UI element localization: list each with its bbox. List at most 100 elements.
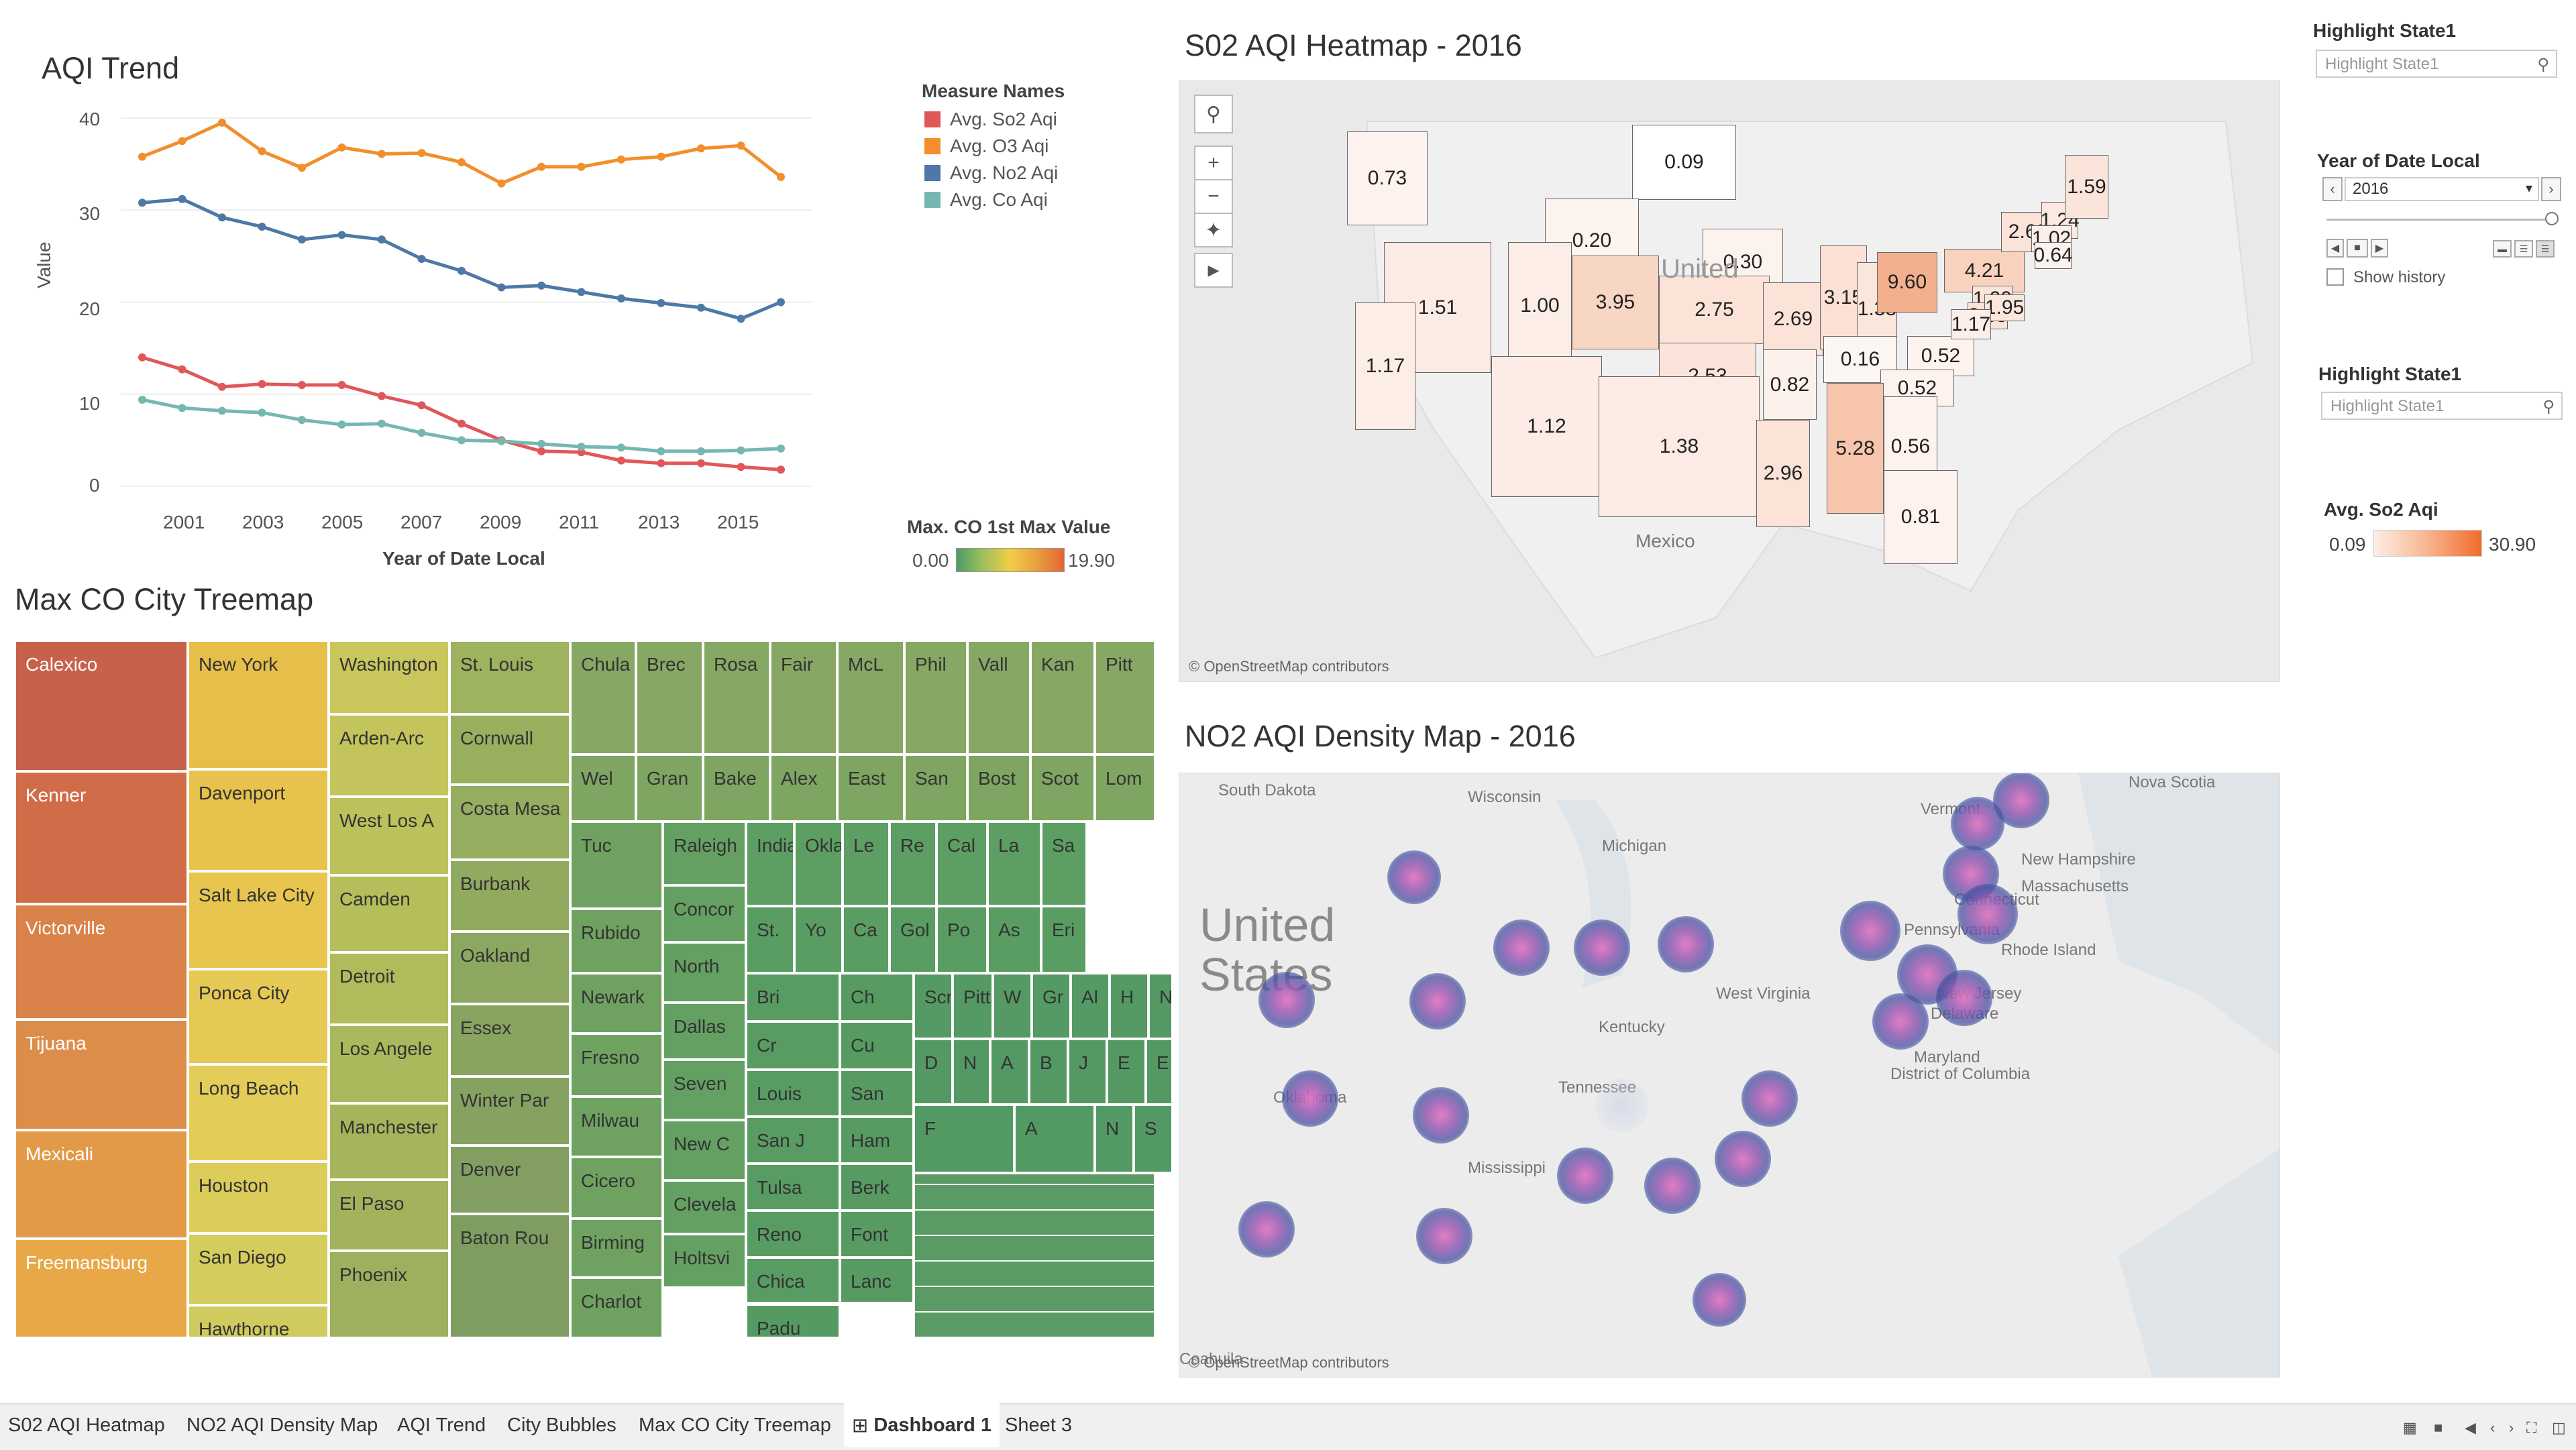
state-region[interactable]: 2.75	[1659, 276, 1770, 344]
treemap-cell[interactable]: H	[1110, 973, 1148, 1039]
treemap-cell[interactable]: Po	[936, 906, 987, 973]
treemap-cell[interactable]: Pitts	[953, 973, 993, 1039]
legend-item-no2[interactable]: Avg. No2 Aqi	[924, 162, 1058, 184]
tab-so2-aqi-heatmap[interactable]: S02 AQI Heatmap	[8, 1414, 165, 1436]
data-point[interactable]	[458, 436, 466, 445]
treemap-cell[interactable]: A	[1014, 1105, 1095, 1173]
no2-density-blob[interactable]	[1951, 797, 2004, 850]
treemap-cell[interactable]: W	[993, 973, 1032, 1039]
treemap-cell[interactable]: E	[1107, 1039, 1146, 1105]
data-point[interactable]	[577, 162, 586, 171]
treemap-cell[interactable]: Manchester	[329, 1103, 449, 1180]
data-point[interactable]	[178, 194, 186, 203]
data-point[interactable]	[617, 294, 625, 303]
data-point[interactable]	[777, 465, 785, 474]
data-point[interactable]	[178, 404, 186, 412]
data-point[interactable]	[737, 315, 745, 323]
treemap-cell[interactable]: Gr	[1032, 973, 1071, 1039]
data-point[interactable]	[697, 459, 705, 467]
treemap-cell[interactable]: Bake	[703, 755, 770, 822]
data-point[interactable]	[577, 288, 586, 296]
data-point[interactable]	[697, 144, 705, 153]
treemap-cell[interactable]: Birming	[570, 1219, 663, 1278]
no2-density-blob[interactable]	[1644, 1158, 1701, 1214]
data-point[interactable]	[657, 152, 665, 161]
treemap-cell[interactable]: San Diego	[188, 1233, 329, 1305]
state-region[interactable]: 1.17	[1355, 302, 1415, 430]
state-region[interactable]: 0.09	[1632, 125, 1736, 200]
state-region[interactable]: 4.21	[1944, 249, 2025, 292]
treemap-cell[interactable]: San	[840, 1070, 914, 1117]
data-point[interactable]	[138, 395, 146, 404]
treemap-cell[interactable]: San	[904, 755, 967, 822]
treemap-cell[interactable]: Detroit	[329, 952, 449, 1025]
data-point[interactable]	[378, 235, 386, 244]
state-region[interactable]: 3.95	[1572, 256, 1659, 349]
no2-density-blob[interactable]	[1715, 1131, 1771, 1187]
show-history-checkbox[interactable]	[2326, 268, 2344, 286]
treemap-cell[interactable]: Phil	[904, 640, 967, 755]
data-point[interactable]	[537, 281, 545, 290]
tab-aqi-trend[interactable]: AQI Trend	[397, 1414, 486, 1436]
treemap-cell[interactable]: Vall	[967, 640, 1030, 755]
data-point[interactable]	[298, 416, 306, 425]
no2-density-blob[interactable]	[1409, 973, 1466, 1029]
no2-density-blob[interactable]	[1957, 884, 2018, 944]
search-map-button[interactable]: ⚲	[1194, 95, 1233, 133]
year-next-button[interactable]: ›	[2541, 177, 2561, 201]
series-line[interactable]	[142, 121, 782, 186]
treemap-cell[interactable]: East	[837, 755, 904, 822]
treemap-cell[interactable]: Gol	[890, 906, 936, 973]
treemap-cell[interactable]: Oakland	[449, 932, 570, 1004]
state-region[interactable]: 1.17	[1951, 309, 1991, 339]
tab-max-co-city-treemap[interactable]: Max CO City Treemap	[639, 1414, 831, 1436]
state-region[interactable]: 0.82	[1763, 349, 1817, 420]
no2-density-blob[interactable]	[1595, 1078, 1649, 1132]
highlight-state-input[interactable]: Highlight State1 ⚲	[2316, 50, 2557, 78]
treemap-cell[interactable]: Holtsvi	[663, 1234, 746, 1288]
state-region[interactable]: 2.96	[1756, 420, 1810, 527]
data-point[interactable]	[617, 443, 625, 452]
treemap-cell[interactable]: Eri	[1041, 906, 1087, 973]
treemap-cell[interactable]: Bri	[746, 973, 840, 1021]
treemap-cell[interactable]: Ca	[843, 906, 890, 973]
treemap[interactable]: Calexico Kenner Victorville Tijuana Mexicali…	[15, 640, 1173, 1338]
no2-density-blob[interactable]	[1574, 919, 1630, 976]
treemap-cell[interactable]: S	[1134, 1105, 1173, 1173]
data-point[interactable]	[178, 137, 186, 146]
data-point[interactable]	[417, 429, 426, 437]
treemap-cell[interactable]: Washington	[329, 640, 449, 714]
treemap-cell[interactable]: Calexico	[15, 640, 188, 771]
state-region[interactable]: 1.95	[1984, 294, 2025, 321]
treemap-cell[interactable]: Ch	[840, 973, 914, 1021]
treemap-cell[interactable]: J	[1068, 1039, 1107, 1105]
speed-medium-button[interactable]: ☰	[2514, 240, 2533, 258]
state-region[interactable]: 1.59	[2065, 155, 2108, 219]
speed-fast-button[interactable]: ☰	[2536, 240, 2555, 258]
data-point[interactable]	[218, 118, 226, 127]
data-point[interactable]	[777, 298, 785, 306]
highlight-state-input-2[interactable]: Highlight State1 ⚲	[2321, 392, 2563, 420]
treemap-cell[interactable]: Rubido	[570, 909, 663, 973]
map-attribution[interactable]: © OpenStreetMap contributors	[1189, 1354, 1389, 1371]
treemap-cell[interactable]: Alex	[770, 755, 837, 822]
filmstrip-view-icon[interactable]: ■	[2434, 1419, 2443, 1436]
treemap-cell[interactable]: New C	[663, 1120, 746, 1180]
treemap-cell[interactable]: Tijuana	[15, 1019, 188, 1130]
no2-density-blob[interactable]	[1741, 1070, 1798, 1127]
treemap-cell[interactable]: Cu	[840, 1021, 914, 1070]
data-point[interactable]	[777, 172, 785, 181]
treemap-cell[interactable]: Long Beach	[188, 1064, 329, 1162]
treemap-cell[interactable]: F	[914, 1105, 1014, 1173]
playback-back-button[interactable]: ◀	[2326, 239, 2344, 258]
data-point[interactable]	[337, 143, 346, 152]
data-point[interactable]	[298, 235, 306, 244]
treemap-cell[interactable]: San J	[746, 1117, 840, 1164]
treemap-cell[interactable]: Le	[843, 822, 890, 906]
treemap-cell[interactable]: Milwau	[570, 1097, 663, 1157]
data-point[interactable]	[378, 150, 386, 158]
year-prev-button[interactable]: ‹	[2322, 177, 2343, 201]
data-point[interactable]	[657, 447, 665, 455]
no2-density-blob[interactable]	[1840, 901, 1900, 961]
treemap-cell[interactable]: Scot	[1030, 755, 1095, 822]
